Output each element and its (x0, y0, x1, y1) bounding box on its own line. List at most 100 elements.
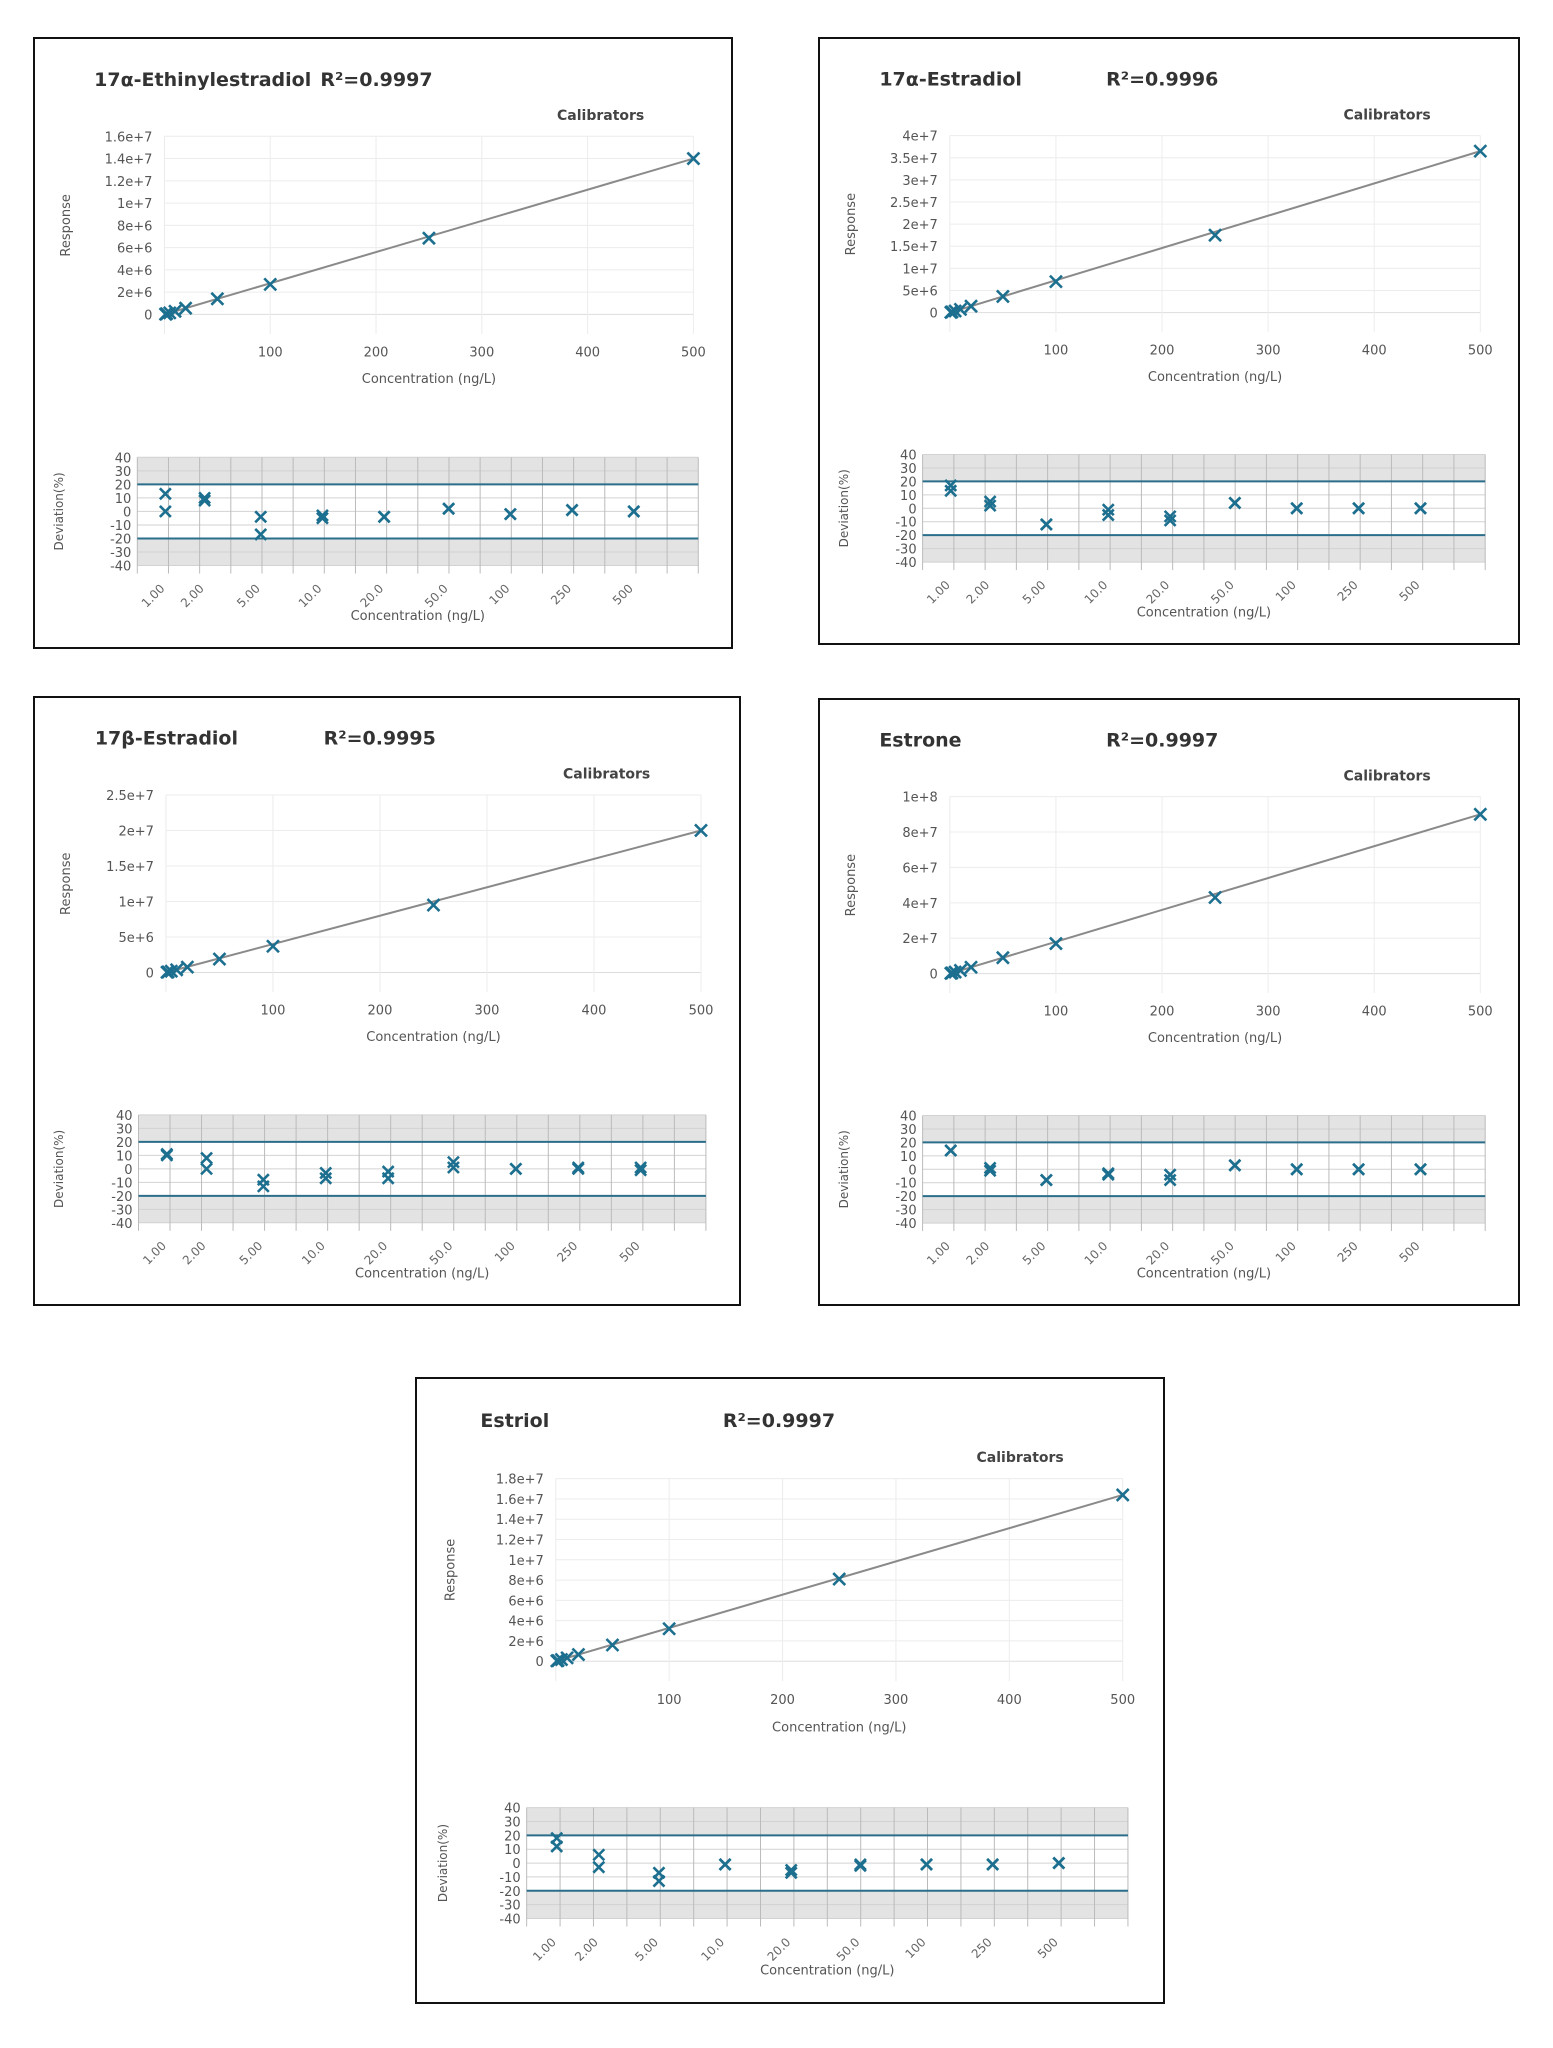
deviation-y-tick-label: 20 (115, 478, 132, 493)
y-axis-label: Response (844, 193, 859, 255)
deviation-y-tick-label: 0 (124, 1163, 132, 1178)
y-tick-label: 1e+7 (902, 262, 937, 277)
x-tick-label: 100 (1044, 1004, 1069, 1019)
deviation-x-tick-label: 50.0 (1208, 578, 1237, 607)
deviation-point (983, 499, 997, 513)
deviation-point (446, 1161, 460, 1174)
x-tick-label: 100 (261, 1003, 286, 1018)
deviation-point (1101, 508, 1115, 522)
deviation-y-tick-label: 0 (908, 1163, 916, 1178)
deviation-y-axis-label: Deviation(%) (837, 469, 851, 547)
calibrator-point (178, 301, 193, 316)
deviation-point (1290, 1162, 1304, 1176)
x-axis-label: Concentration (ng/L) (362, 372, 496, 387)
deviation-x-tick-label: 100 (486, 581, 512, 607)
calibration-chart: 17α-Ethinylestradiol R²=0.9997 Calibrators… (52, 69, 706, 624)
calibrator-point (945, 966, 959, 980)
fit-line (950, 813, 1481, 975)
deviation-point (1101, 503, 1115, 517)
deviation-point (316, 509, 329, 522)
legend-label: Calibrators (1344, 107, 1431, 123)
deviation-point (944, 1144, 958, 1157)
y-tick-label: 1.6e+7 (105, 130, 153, 145)
deviation-x-axis-label: Concentration (ng/L) (355, 1266, 489, 1281)
calibration-panel-17b-estradiol: 17β-Estradiol R²=0.9995 Calibrators 0 5e+6 1e… (33, 696, 741, 1306)
deviation-x-tick-label: 2.00 (180, 1239, 209, 1268)
x-tick-label: 400 (1362, 343, 1387, 358)
calibration-panel-17a-estradiol: 17α-Estradiol R²=0.9996 Calibrators 0 5e+6 1e… (818, 37, 1520, 645)
deviation-x-axis-label: Concentration (ng/L) (1137, 1266, 1271, 1281)
deviation-point (254, 510, 268, 524)
deviation-y-axis-label: Deviation(%) (837, 1130, 851, 1208)
deviation-y-tick-label: -40 (111, 1217, 132, 1232)
deviation-x-tick-label: 10.0 (296, 581, 325, 610)
deviation-x-tick-label: 100 (492, 1239, 518, 1265)
x-tick-label: 200 (364, 345, 389, 360)
y-tick-label: 4e+6 (117, 264, 152, 279)
y-tick-label: 6e+6 (117, 242, 152, 257)
deviation-x-axis-label: Concentration (ng/L) (1137, 605, 1271, 620)
y-tick-label: 1.2e+7 (496, 1534, 544, 1549)
deviation-y-tick-label: -30 (499, 1899, 520, 1914)
deviation-point (1163, 1168, 1177, 1182)
deviation-x-tick-label: 100 (903, 1935, 929, 1961)
deviation-y-tick-label: 10 (900, 1150, 917, 1165)
deviation-y-tick-label: -40 (895, 556, 916, 571)
deviation-x-tick-label: 10.0 (1082, 578, 1111, 607)
deviation-point (1290, 501, 1304, 515)
deviation-point (446, 1155, 460, 1169)
deviation-point (920, 1858, 933, 1871)
deviation-y-tick-label: -10 (111, 1176, 132, 1191)
x-tick-label: 200 (368, 1003, 393, 1018)
y-axis-label: Response (443, 1539, 458, 1601)
y-tick-label: 1e+7 (119, 895, 154, 910)
deviation-point (1052, 1856, 1066, 1870)
deviation-y-tick-label: 40 (900, 1110, 917, 1125)
calibrator-point (263, 277, 278, 292)
fit-line (166, 829, 702, 974)
deviation-point (1352, 501, 1366, 515)
deviation-y-tick-label: -20 (110, 532, 131, 547)
deviation-x-tick-label: 20.0 (765, 1935, 794, 1964)
deviation-y-tick-label: -10 (895, 516, 916, 531)
x-tick-label: 500 (1110, 1693, 1135, 1708)
calibrator-point (560, 1650, 575, 1665)
legend-label: Calibrators (557, 108, 644, 124)
deviation-point (634, 1161, 648, 1174)
r-squared-label: R²=0.9997 (320, 69, 432, 91)
deviation-x-tick-label: 50.0 (834, 1935, 863, 1964)
deviation-y-tick-label: 20 (116, 1136, 133, 1151)
deviation-y-tick-label: 0 (512, 1857, 520, 1872)
deviation-x-tick-label: 1.00 (530, 1935, 559, 1964)
x-axis-label: Concentration (ng/L) (772, 1721, 906, 1736)
calibrator-point (964, 299, 978, 314)
x-tick-label: 400 (1362, 1004, 1387, 1019)
deviation-y-tick-label: -30 (110, 546, 131, 561)
deviation-point (1228, 496, 1242, 510)
deviation-point (550, 1840, 564, 1853)
x-tick-label: 400 (575, 345, 600, 360)
chart-title: 17β-Estradiol (95, 728, 238, 750)
y-tick-label: 0 (146, 967, 154, 982)
deviation-x-tick-label: 5.00 (1020, 578, 1049, 607)
deviation-point (319, 1166, 333, 1180)
x-tick-label: 500 (689, 1003, 714, 1018)
deviation-x-tick-label: 1.00 (139, 581, 168, 610)
deviation-point (983, 1164, 997, 1178)
deviation-x-tick-label: 50.0 (422, 581, 451, 610)
calibrator-point (605, 1638, 620, 1652)
deviation-y-tick-label: 10 (504, 1843, 521, 1858)
r-squared-label: R²=0.9997 (1106, 730, 1218, 752)
chart-title: Estriol (480, 1410, 549, 1432)
calibrator-point (212, 952, 227, 966)
calibration-chart: 17β-Estradiol R²=0.9995 Calibrators 0 5e+6 1e… (52, 728, 714, 1282)
y-tick-label: 6e+6 (508, 1594, 543, 1609)
deviation-point (592, 1860, 606, 1874)
deviation-y-tick-label: 20 (504, 1829, 521, 1844)
calibrator-point (426, 898, 441, 912)
calibrator-point (169, 962, 184, 977)
deviation-point (1352, 1162, 1366, 1176)
y-tick-label: 1e+7 (508, 1554, 543, 1569)
x-tick-label: 400 (582, 1003, 607, 1018)
deviation-point (944, 479, 958, 492)
